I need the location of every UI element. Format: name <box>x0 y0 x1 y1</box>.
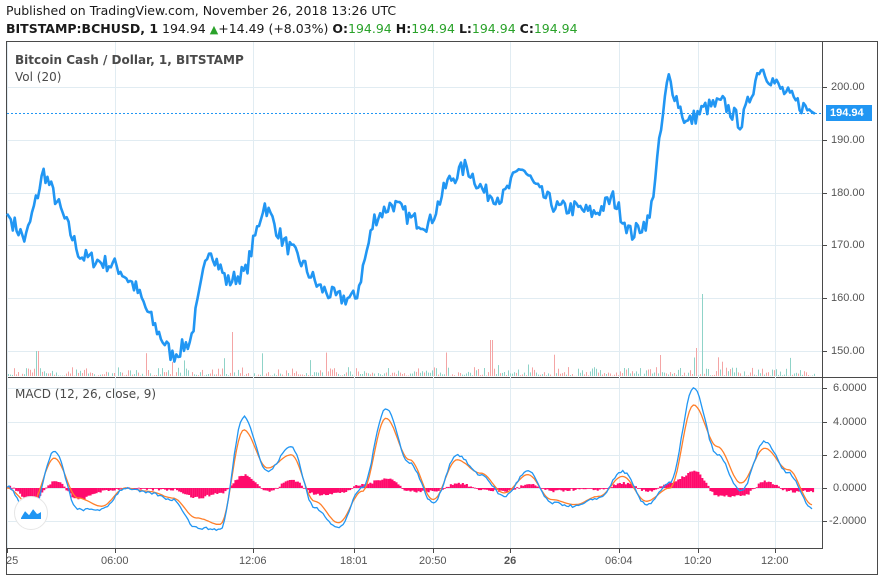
price-line <box>5 68 816 363</box>
open-value: 194.94 <box>348 21 392 36</box>
grid-lines <box>7 42 822 548</box>
price-tick-label: 200.00 <box>831 80 865 93</box>
time-tick-label: 10:20 <box>684 555 712 567</box>
price-tick-label: 150.00 <box>831 344 865 357</box>
price-change: +14.49 (+8.03%) <box>218 21 329 36</box>
low-value: 194.94 <box>471 21 516 36</box>
high-value: 194.94 <box>411 21 455 36</box>
macd-tick-label: 6.0000 <box>833 381 867 394</box>
price-tick-label: 190.00 <box>831 133 865 146</box>
signal-line <box>6 404 813 525</box>
macd-histogram <box>7 470 815 501</box>
price-tick-label: 180.00 <box>831 186 865 199</box>
macd-line <box>6 386 813 532</box>
macd-tick-label: 0.0000 <box>833 481 867 494</box>
series-title: Bitcoin Cash / Dollar, 1, BITSTAMP <box>15 53 244 67</box>
open-label: O: <box>332 21 348 36</box>
symbol-line: BITSTAMP:BCHUSD, 1 194.94 ▲+14.49 (+8.03… <box>6 21 578 36</box>
chart-frame <box>6 41 878 575</box>
last-price: 194.94 <box>162 21 206 36</box>
macd-tick-label: 2.0000 <box>833 448 867 461</box>
time-tick-label: 06:04 <box>605 555 633 567</box>
macd-legend: MACD (12, 26, close, 9) <box>15 387 157 401</box>
published-line: Published on TradingView.com, November 2… <box>6 3 397 18</box>
volume-legend: Vol (20) <box>15 70 62 84</box>
high-label: H: <box>395 21 412 36</box>
volume-bars <box>8 294 815 376</box>
close-value: 194.94 <box>533 21 578 36</box>
low-label: L: <box>458 21 472 36</box>
tradingview-logo[interactable] <box>14 496 48 530</box>
time-tick-label: 06:00 <box>101 555 129 567</box>
time-tick-label: 18:01 <box>340 555 368 567</box>
axis-ticks <box>7 87 827 553</box>
price-tick-label: 160.00 <box>831 291 865 304</box>
macd-tick-label: -2.0000 <box>829 514 867 527</box>
close-label: C: <box>519 21 534 36</box>
time-tick-label: 12:06 <box>239 555 267 567</box>
symbol-name: BITSTAMP:BCHUSD, 1 <box>6 21 159 36</box>
time-tick-label: 20:50 <box>419 555 447 567</box>
time-tick-label: 26 <box>504 555 517 567</box>
time-tick-label: 12:00 <box>761 555 789 567</box>
tradingview-cloud-icon <box>20 506 42 519</box>
price-tick-label: 170.00 <box>831 238 865 251</box>
time-tick-label: 25 <box>6 555 19 567</box>
up-arrow-icon: ▲ <box>209 23 219 36</box>
macd-tick-label: 4.0000 <box>833 415 867 428</box>
last-price-tag: 194.94 <box>826 105 872 121</box>
